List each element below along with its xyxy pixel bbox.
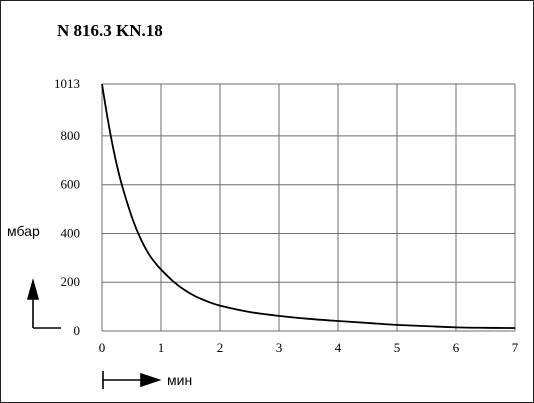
- series-line: [101, 83, 516, 329]
- series: [101, 83, 516, 329]
- y-axis-label: мбар: [7, 223, 40, 239]
- x-tick-label: 2: [217, 340, 224, 355]
- y-tick-label: 600: [61, 177, 81, 192]
- x-tick-label: 1: [158, 340, 165, 355]
- x-tick-label: 4: [335, 340, 342, 355]
- y-tick-label: 800: [61, 128, 81, 143]
- y-direction-arrow-icon: [26, 278, 61, 329]
- chart-title: N 816.3 KN.18: [57, 21, 163, 40]
- x-tick-label: 3: [276, 340, 283, 355]
- y-tick-label: 400: [61, 225, 81, 240]
- x-tick-label: 6: [453, 340, 460, 355]
- x-tick-label: 5: [394, 340, 401, 355]
- y-tick-label: 0: [74, 323, 81, 338]
- x-tick-label: 0: [99, 340, 106, 355]
- x-direction-arrow-icon: [102, 371, 162, 389]
- y-tick-label: 200: [61, 274, 81, 289]
- grid: [101, 83, 516, 332]
- axis-arrows: [26, 278, 162, 389]
- y-tick-label: 1013: [54, 76, 80, 91]
- x-axis-label: мин: [167, 372, 193, 388]
- x-tick-label: 7: [512, 340, 519, 355]
- tick-labels: 0 1 2 3 4 5 6 7 0 200 400 600 800 1013: [54, 76, 519, 355]
